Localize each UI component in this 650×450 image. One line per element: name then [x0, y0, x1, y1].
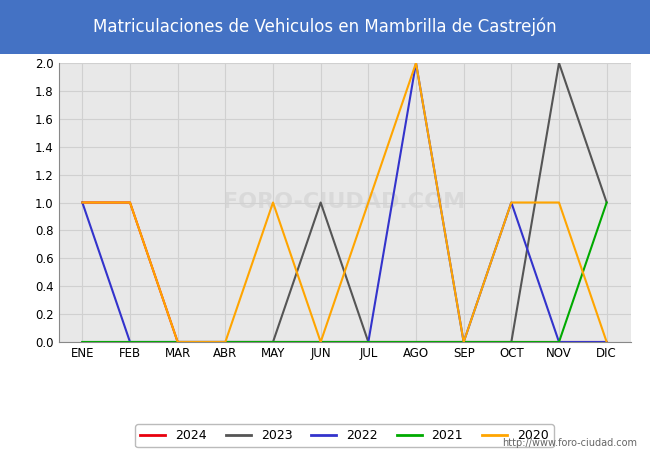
Text: FORO-CIUDAD.COM: FORO-CIUDAD.COM — [224, 193, 465, 212]
Legend: 2024, 2023, 2022, 2021, 2020: 2024, 2023, 2022, 2021, 2020 — [135, 424, 554, 447]
Text: Matriculaciones de Vehiculos en Mambrilla de Castrejón: Matriculaciones de Vehiculos en Mambrill… — [93, 18, 557, 36]
Text: http://www.foro-ciudad.com: http://www.foro-ciudad.com — [502, 438, 637, 448]
